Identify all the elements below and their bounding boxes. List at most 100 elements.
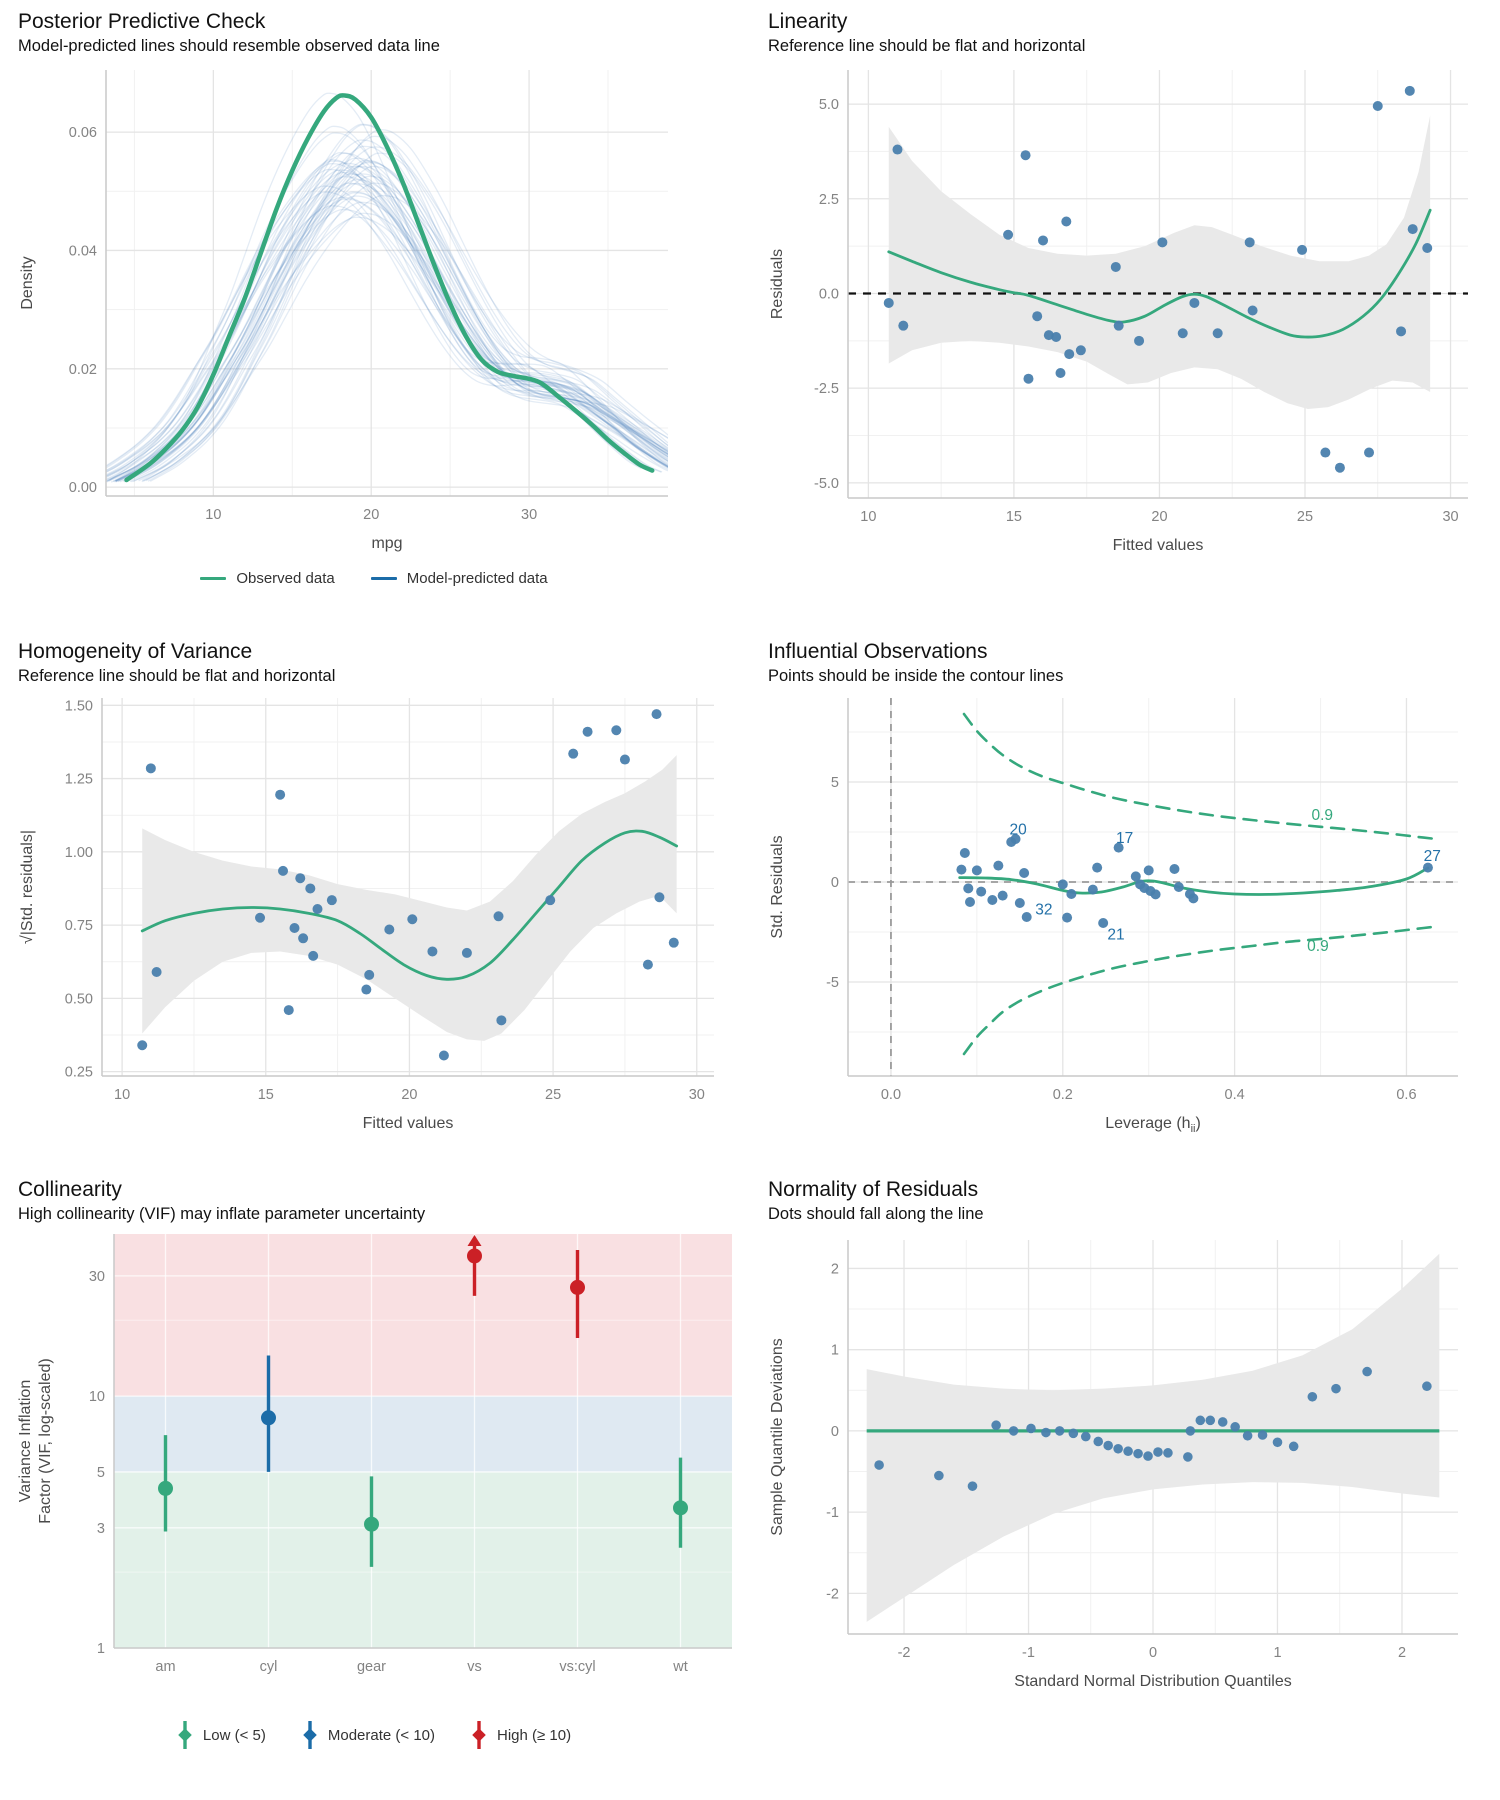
legend-item: Moderate (< 10) bbox=[302, 1718, 435, 1752]
svg-text:0: 0 bbox=[1149, 1645, 1157, 1661]
legend-label: Moderate (< 10) bbox=[327, 1726, 435, 1744]
svg-text:20: 20 bbox=[401, 1087, 417, 1103]
svg-text:2.5: 2.5 bbox=[819, 192, 839, 208]
svg-text:cyl: cyl bbox=[260, 1659, 278, 1675]
legend-item: Low (< 5) bbox=[177, 1718, 266, 1752]
svg-text:10: 10 bbox=[89, 1389, 105, 1405]
svg-text:-2: -2 bbox=[898, 1645, 911, 1661]
panel-title: Homogeneity of Variance bbox=[18, 640, 253, 663]
posterior-predictive-chart: 0.00 0.02 0.04 0.06 10 20 30 mpg Density bbox=[14, 58, 748, 558]
legend-line-swatch-icon bbox=[200, 577, 227, 580]
svg-text:5: 5 bbox=[831, 775, 839, 791]
svg-text:1.00: 1.00 bbox=[65, 845, 93, 861]
svg-text:17: 17 bbox=[1116, 830, 1133, 847]
panel-influential-observations: Influential Observations Points should b… bbox=[750, 630, 1500, 1168]
svg-text:Factor (VIF, log-scaled): Factor (VIF, log-scaled) bbox=[37, 1358, 54, 1523]
svg-text:0.25: 0.25 bbox=[65, 1065, 93, 1081]
svg-text:5.0: 5.0 bbox=[819, 97, 839, 113]
panel-subtitle: Model-predicted lines should resemble ob… bbox=[18, 37, 440, 55]
svg-text:Density: Density bbox=[19, 256, 36, 309]
svg-text:Fitted values: Fitted values bbox=[363, 1115, 454, 1132]
svg-text:Sample Quantile Deviations: Sample Quantile Deviations bbox=[769, 1338, 786, 1535]
panel-posterior-predictive-check: Posterior Predictive Check Model-predict… bbox=[0, 0, 750, 630]
svg-text:15: 15 bbox=[258, 1087, 274, 1103]
legend-item: High (≥ 10) bbox=[471, 1718, 571, 1752]
svg-text:Leverage (hii): Leverage (hii) bbox=[1105, 1115, 1201, 1135]
svg-text:1: 1 bbox=[97, 1641, 105, 1657]
svg-text:30: 30 bbox=[1442, 509, 1458, 525]
svg-text:0.75: 0.75 bbox=[65, 918, 93, 934]
panel-homogeneity-of-variance: Homogeneity of Variance Reference line s… bbox=[0, 630, 750, 1168]
svg-text:10: 10 bbox=[114, 1087, 130, 1103]
homogeneity-chart: 0.25 0.50 0.75 1.00 1.25 1.50 10 15 20 25 30 Fitted… bbox=[14, 688, 748, 1158]
panel-title: Normality of Residuals bbox=[768, 1178, 979, 1201]
svg-text:1.50: 1.50 bbox=[65, 698, 93, 714]
panel-subtitle: High collinearity (VIF) may inflate para… bbox=[18, 1205, 426, 1223]
panel-collinearity: Collinearity High collinearity (VIF) may… bbox=[0, 1168, 750, 1800]
svg-text:1: 1 bbox=[1273, 1645, 1281, 1661]
svg-text:5: 5 bbox=[97, 1465, 105, 1481]
svg-text:gear: gear bbox=[357, 1659, 386, 1675]
svg-text:3: 3 bbox=[97, 1521, 105, 1537]
svg-text:30: 30 bbox=[689, 1087, 705, 1103]
normality-chart: -2 -1 0 1 2 -2 -1 0 1 2 Standard Normal Distributi… bbox=[764, 1226, 1498, 1726]
svg-text:0.0: 0.0 bbox=[819, 286, 839, 302]
legend-label: Low (< 5) bbox=[202, 1726, 266, 1744]
legend-diamond-swatch-icon bbox=[472, 1721, 486, 1749]
svg-text:1: 1 bbox=[831, 1343, 839, 1359]
panel-title: Linearity bbox=[768, 10, 848, 33]
svg-text:0: 0 bbox=[831, 1424, 839, 1440]
panel-subtitle: Reference line should be flat and horizo… bbox=[18, 667, 336, 685]
vif-legend: Low (< 5) Moderate (< 10) High (≥ 10) bbox=[14, 1718, 734, 1752]
svg-text:0.02: 0.02 bbox=[69, 362, 97, 378]
svg-text:0.50: 0.50 bbox=[65, 991, 93, 1007]
svg-text:Residuals: Residuals bbox=[769, 249, 786, 319]
svg-text:0.2: 0.2 bbox=[1053, 1087, 1073, 1103]
svg-text:mpg: mpg bbox=[371, 535, 402, 552]
legend-label: Observed data bbox=[236, 570, 335, 587]
svg-text:0.06: 0.06 bbox=[69, 125, 97, 141]
svg-text:wt: wt bbox=[672, 1659, 688, 1675]
svg-text:√|Std. residuals|: √|Std. residuals| bbox=[19, 830, 36, 944]
legend-item: Model-predicted data bbox=[370, 570, 548, 587]
panel-title: Collinearity bbox=[18, 1178, 122, 1201]
svg-text:10: 10 bbox=[860, 509, 876, 525]
svg-text:20: 20 bbox=[1151, 509, 1167, 525]
collinearity-chart: 1 3 5 10 30 am cyl gear vs vs:cyl wt Variance Infla… bbox=[14, 1226, 748, 1702]
svg-text:vs: vs bbox=[467, 1659, 482, 1675]
svg-text:-2: -2 bbox=[826, 1586, 839, 1602]
svg-text:0.04: 0.04 bbox=[69, 243, 97, 259]
ppcheck-legend: Observed data Model-predicted data bbox=[14, 570, 734, 587]
panel-title: Influential Observations bbox=[768, 640, 988, 663]
svg-text:27: 27 bbox=[1424, 848, 1441, 865]
svg-text:am: am bbox=[155, 1659, 175, 1675]
svg-text:0.00: 0.00 bbox=[69, 480, 97, 496]
svg-text:0.9: 0.9 bbox=[1311, 807, 1333, 824]
svg-text:Std. Residuals: Std. Residuals bbox=[769, 835, 786, 938]
svg-text:0.4: 0.4 bbox=[1225, 1087, 1245, 1103]
svg-text:-1: -1 bbox=[1022, 1645, 1035, 1661]
panel-subtitle: Points should be inside the contour line… bbox=[768, 667, 1064, 685]
svg-text:30: 30 bbox=[521, 507, 537, 523]
svg-text:2: 2 bbox=[1398, 1645, 1406, 1661]
svg-text:-5: -5 bbox=[826, 975, 839, 991]
panel-linearity: Linearity Reference line should be flat … bbox=[750, 0, 1500, 630]
svg-text:vs:cyl: vs:cyl bbox=[559, 1659, 595, 1675]
svg-text:20: 20 bbox=[1009, 822, 1027, 839]
svg-text:Standard Normal Distribution Q: Standard Normal Distribution Quantiles bbox=[1014, 1673, 1291, 1690]
svg-text:25: 25 bbox=[1297, 509, 1313, 525]
legend-line-swatch-icon bbox=[370, 577, 397, 580]
legend-diamond-swatch-icon bbox=[303, 1721, 317, 1749]
svg-text:20: 20 bbox=[363, 507, 379, 523]
panel-title: Posterior Predictive Check bbox=[18, 10, 266, 33]
svg-text:0.6: 0.6 bbox=[1396, 1087, 1416, 1103]
svg-text:21: 21 bbox=[1107, 926, 1124, 943]
svg-text:32: 32 bbox=[1035, 902, 1052, 919]
legend-label: Model-predicted data bbox=[406, 570, 548, 587]
svg-text:15: 15 bbox=[1006, 509, 1022, 525]
svg-text:0: 0 bbox=[831, 875, 839, 891]
svg-text:30: 30 bbox=[89, 1269, 105, 1285]
influential-observations-chart: 0.9 0.9 20 17 32 21 27 -5 0 5 0.0 0.2 0.4 0.6 Leverage… bbox=[764, 688, 1498, 1158]
svg-text:-5.0: -5.0 bbox=[814, 476, 839, 492]
